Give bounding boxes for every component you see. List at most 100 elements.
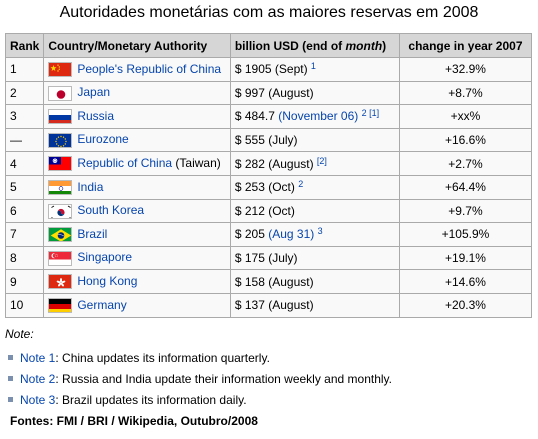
- list-item: Note 3: Brazil updates its information d…: [6, 392, 392, 413]
- note-3-link[interactable]: Note 3: [20, 393, 56, 407]
- change-cell: +9.7%: [398, 198, 533, 224]
- country-link[interactable]: Republic of China: [77, 156, 173, 170]
- rank-cell: 2: [4, 80, 45, 106]
- footnote-ref[interactable]: 1: [310, 61, 316, 72]
- country-link[interactable]: Russia: [77, 108, 115, 123]
- footnote-ref[interactable]: 3: [317, 226, 323, 237]
- table-header-row: Rank Country/Monetary Authority billion …: [4, 33, 533, 58]
- table-row: 1 People's Republic of China $ 1905 (Sept)…: [4, 57, 533, 82]
- table-row: 10 Germany $ 137 (August) +20.3%: [4, 292, 533, 318]
- usd-cell: $ 253 (Oct) 2: [229, 174, 400, 200]
- country-link[interactable]: Hong Kong: [77, 273, 138, 288]
- amount-value: $ 282: [234, 156, 265, 171]
- usd-cell: $ 137 (August): [229, 292, 400, 318]
- hong-kong-flag-icon[interactable]: [48, 274, 73, 290]
- country-cell: People's Republic of China: [43, 57, 231, 82]
- header-usd[interactable]: billion USD (end of month): [229, 33, 400, 58]
- country-cell: India: [43, 174, 231, 200]
- footnote-ref[interactable]: [2]: [316, 155, 327, 166]
- south-korea-flag-icon[interactable]: [48, 203, 73, 219]
- country-link[interactable]: Germany: [77, 297, 127, 312]
- country-cell: Russia: [43, 104, 231, 129]
- table-row: 3 Russia $ 484.7 (November 06) 2 [1] +xx%: [4, 104, 533, 129]
- country-link[interactable]: Eurozone: [77, 132, 129, 147]
- germany-flag-icon[interactable]: [48, 297, 73, 313]
- footnote-ref[interactable]: 2 [1]: [361, 108, 380, 119]
- date-value: (Sept): [274, 62, 308, 77]
- rank-cell: 6: [4, 198, 45, 224]
- country-cell: Brazil: [43, 222, 231, 247]
- amount-value: $ 997: [234, 85, 265, 100]
- usd-cell: $ 555 (July): [229, 127, 400, 153]
- change-cell: +8.7%: [398, 80, 533, 106]
- usd-cell: $ 212 (Oct): [229, 198, 400, 224]
- amount-value: $ 484.7: [234, 109, 275, 124]
- taiwan-flag-icon[interactable]: [48, 156, 73, 172]
- amount-value: $ 253: [234, 180, 265, 195]
- china-flag-icon[interactable]: [48, 61, 73, 77]
- eu-flag-icon[interactable]: [48, 132, 73, 148]
- note-label: Note:: [5, 327, 34, 341]
- table-row: 2 Japan $ 997 (August) +8.7%: [4, 80, 533, 106]
- date-link[interactable]: (November 06): [278, 109, 359, 124]
- list-item: Note 1: China updates its information qu…: [6, 350, 392, 371]
- rank-cell: 8: [4, 245, 45, 271]
- date-value: (August): [268, 298, 314, 313]
- usd-cell: $ 1905 (Sept) 1: [229, 57, 400, 82]
- date-value: (July): [268, 251, 298, 266]
- india-flag-icon[interactable]: [48, 179, 73, 195]
- amount-value: $ 212: [234, 203, 265, 218]
- rank-cell: 3: [4, 104, 45, 129]
- change-cell: +14.6%: [398, 269, 533, 294]
- table-row: 7 Brazil $ 205 (Aug 31) 3 +105.9%: [4, 222, 533, 247]
- note-1-link[interactable]: Note 1: [20, 351, 56, 365]
- date-value: (July): [268, 133, 298, 148]
- rank-cell: 4: [4, 151, 45, 176]
- bullet-icon: [8, 355, 13, 361]
- rank-cell: 10: [4, 292, 45, 318]
- japan-flag-icon[interactable]: [48, 85, 73, 101]
- table-row: 5 India $ 253 (Oct) 2 +64.4%: [4, 174, 533, 200]
- amount-value: $ 205: [234, 227, 265, 242]
- amount-value: $ 1905: [234, 62, 272, 77]
- note-text: : Brazil updates its information daily.: [55, 393, 247, 407]
- header-usd-month: month: [345, 38, 383, 53]
- russia-flag-icon[interactable]: [48, 109, 73, 125]
- country-link[interactable]: Singapore: [77, 250, 133, 265]
- list-item: Note 2: Russia and India update their in…: [6, 371, 392, 392]
- change-cell: +xx%: [398, 104, 533, 129]
- table-row: 8 Singapore $ 175 (July) +19.1%: [4, 245, 533, 271]
- table-row: 6 South Korea $ 212 (Oct) +9.7%: [4, 198, 533, 224]
- country-link[interactable]: People's Republic of China: [77, 61, 222, 76]
- note-2-link[interactable]: Note 2: [20, 372, 56, 386]
- country-link[interactable]: Japan: [77, 85, 111, 100]
- country-link[interactable]: South Korea: [77, 203, 145, 218]
- country-cell: Singapore: [43, 245, 231, 271]
- change-cell: +19.1%: [398, 245, 533, 271]
- table-row: — Eurozone $ 555 (July) +16.6%: [4, 127, 533, 153]
- brazil-flag-icon[interactable]: [48, 227, 73, 243]
- date-value: (Oct): [268, 203, 295, 218]
- rank-cell: —: [4, 127, 45, 153]
- header-country[interactable]: Country/Monetary Authority: [43, 33, 231, 58]
- date-link[interactable]: (Aug 31): [268, 227, 315, 242]
- note-text: : China updates its information quarterl…: [55, 351, 270, 365]
- singapore-flag-icon[interactable]: [48, 250, 73, 266]
- header-usd-prefix: billion USD (end of: [234, 38, 346, 53]
- amount-value: $ 175: [234, 251, 265, 266]
- table-row: 9 Hong Kong $ 158 (August) +14.6%: [4, 269, 533, 294]
- country-cell: Japan: [43, 80, 231, 106]
- footnote-ref[interactable]: 2: [298, 179, 304, 190]
- country-cell: Hong Kong: [43, 269, 231, 294]
- date-value: (August): [268, 156, 314, 171]
- country-link[interactable]: Brazil: [77, 226, 108, 241]
- change-cell: +32.9%: [398, 57, 533, 82]
- header-usd-suffix: ): [382, 38, 387, 53]
- page-title: Autoridades monetárias com as maiores re…: [59, 4, 479, 21]
- date-value: (Oct): [268, 180, 295, 195]
- header-change[interactable]: change in year 2007: [398, 33, 533, 58]
- sources-caption: Fontes: FMI / BRI / Wikipedia, Outubro/2…: [10, 414, 258, 428]
- country-link[interactable]: India: [77, 179, 104, 194]
- header-rank[interactable]: Rank: [4, 33, 45, 58]
- change-cell: +2.7%: [398, 151, 533, 176]
